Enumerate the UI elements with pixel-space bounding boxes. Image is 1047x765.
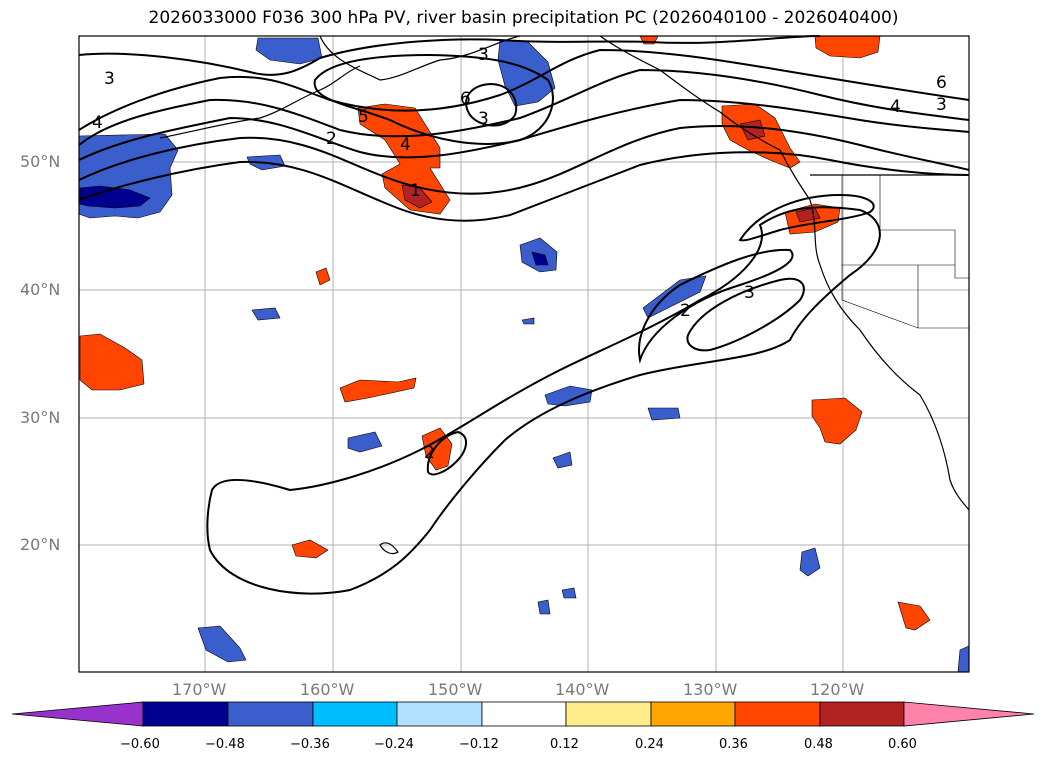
- blob-neg-aleutian: [255, 37, 323, 65]
- lon-label-170w: 170°W: [172, 680, 227, 699]
- contour-label: 3: [744, 283, 755, 303]
- colorbar-segment: [227, 701, 314, 727]
- contour-east-upper: [738, 193, 875, 242]
- colorbar-segment: [819, 701, 905, 727]
- blob-neg-se3: [561, 587, 577, 599]
- blob-neg-se2: [537, 599, 551, 615]
- alaska-coast: [319, 35, 521, 81]
- contour-label: 3: [104, 69, 115, 89]
- contour-label: 2: [424, 443, 435, 463]
- contour-label: 4: [92, 113, 103, 133]
- contour-1: [78, 151, 970, 222]
- blob-neg-mid-core: [531, 251, 549, 266]
- blob-neg-se1: [799, 547, 821, 577]
- contour-label: 3: [936, 95, 947, 115]
- precip-negative-anomalies: [78, 37, 970, 673]
- lat-label-30n: 30°N: [20, 408, 61, 427]
- lon-label-140w: 140°W: [555, 680, 610, 699]
- colorbar-tick: −0.60: [120, 737, 160, 752]
- colorbar-tick: 0.12: [550, 737, 579, 752]
- colorbar: [11, 701, 1035, 727]
- contour-3-east: [686, 277, 805, 352]
- contour-main-sub: [206, 206, 881, 595]
- lat-label-40n: 40°N: [20, 280, 61, 299]
- colorbar-segment: [312, 701, 398, 727]
- contour-label-group: 3 4 6 4 5 3 6 2 3 4 1 2 3 2 3: [92, 45, 947, 463]
- nw-coast: [599, 35, 970, 511]
- colorbar-tick: −0.12: [459, 737, 499, 752]
- contour-label: 3: [478, 109, 489, 129]
- colorbar-tick: 0.60: [888, 737, 917, 752]
- colorbar-segment: [565, 701, 652, 727]
- colorbar-tick: 0.48: [804, 737, 833, 752]
- contour-label: 4: [400, 135, 411, 155]
- blob-neg-nw-core: [79, 185, 151, 209]
- blob-pos-bc-core: [739, 119, 766, 141]
- lat-label-50n: 50°N: [20, 152, 61, 171]
- contour-label: 4: [890, 97, 901, 117]
- lon-label-130w: 130°W: [683, 680, 738, 699]
- blob-neg-sw: [197, 625, 247, 663]
- colorbar-segment: [481, 701, 567, 727]
- colorbar-tick: 0.24: [635, 737, 664, 752]
- colorbar-tick: −0.24: [374, 737, 414, 752]
- contour-5: [78, 68, 970, 146]
- contour-4-upper: [78, 48, 970, 131]
- blob-pos-se: [897, 601, 931, 631]
- colorbar-segment: [734, 701, 821, 727]
- blob-neg-sub2: [347, 431, 383, 453]
- blob-pos-cal: [811, 397, 863, 445]
- colorbar-segment: [142, 701, 229, 727]
- colorbar-segment: [396, 701, 483, 727]
- colorbar-extend-high: [903, 701, 1035, 727]
- contour-low-outer: [313, 53, 554, 145]
- blob-pos-west: [79, 333, 145, 391]
- colorbar-tick: −0.36: [290, 737, 330, 752]
- figure-title: 2026033000 F036 300 hPa PV, river basin …: [148, 8, 899, 28]
- blob-neg-sub1: [544, 385, 593, 407]
- contour-2-hi: [426, 430, 467, 476]
- blob-pos-mid: [339, 377, 417, 403]
- blob-pos-small: [315, 267, 331, 286]
- blob-neg-sub3: [647, 407, 681, 421]
- contour-label: 3: [478, 45, 489, 65]
- contour-label: 2: [326, 129, 337, 149]
- contour-6-ring: [465, 82, 518, 127]
- map-area: [79, 36, 969, 672]
- blob-neg-sub4: [552, 451, 573, 469]
- contour-label: 1: [410, 181, 421, 201]
- lon-label-150w: 150°W: [428, 680, 483, 699]
- contour-3-top: [78, 35, 821, 76]
- blob-neg-tiny: [521, 317, 535, 325]
- contour-2-east: [638, 248, 794, 364]
- blob-pos-gulf: [357, 103, 451, 215]
- blob-pos-southhi: [291, 539, 329, 559]
- contour-label: 6: [936, 73, 947, 93]
- lon-label-120w: 120°W: [810, 680, 865, 699]
- colorbar-tick: −0.48: [205, 737, 245, 752]
- colorbar-segment: [650, 701, 736, 727]
- map-border: [78, 35, 970, 673]
- blob-neg-small2: [251, 307, 281, 321]
- colorbar-extend-low: [11, 701, 144, 727]
- contour-label: 2: [680, 301, 691, 321]
- contour-2: [78, 125, 970, 195]
- contour-label: 6: [460, 89, 471, 109]
- hawaii: [379, 542, 399, 555]
- colorbar-tick: 0.36: [719, 737, 748, 752]
- pv-contours: [78, 35, 970, 595]
- lat-label-20n: 20°N: [20, 535, 61, 554]
- lon-label-160w: 160°W: [300, 680, 355, 699]
- contour-label: 5: [358, 107, 369, 127]
